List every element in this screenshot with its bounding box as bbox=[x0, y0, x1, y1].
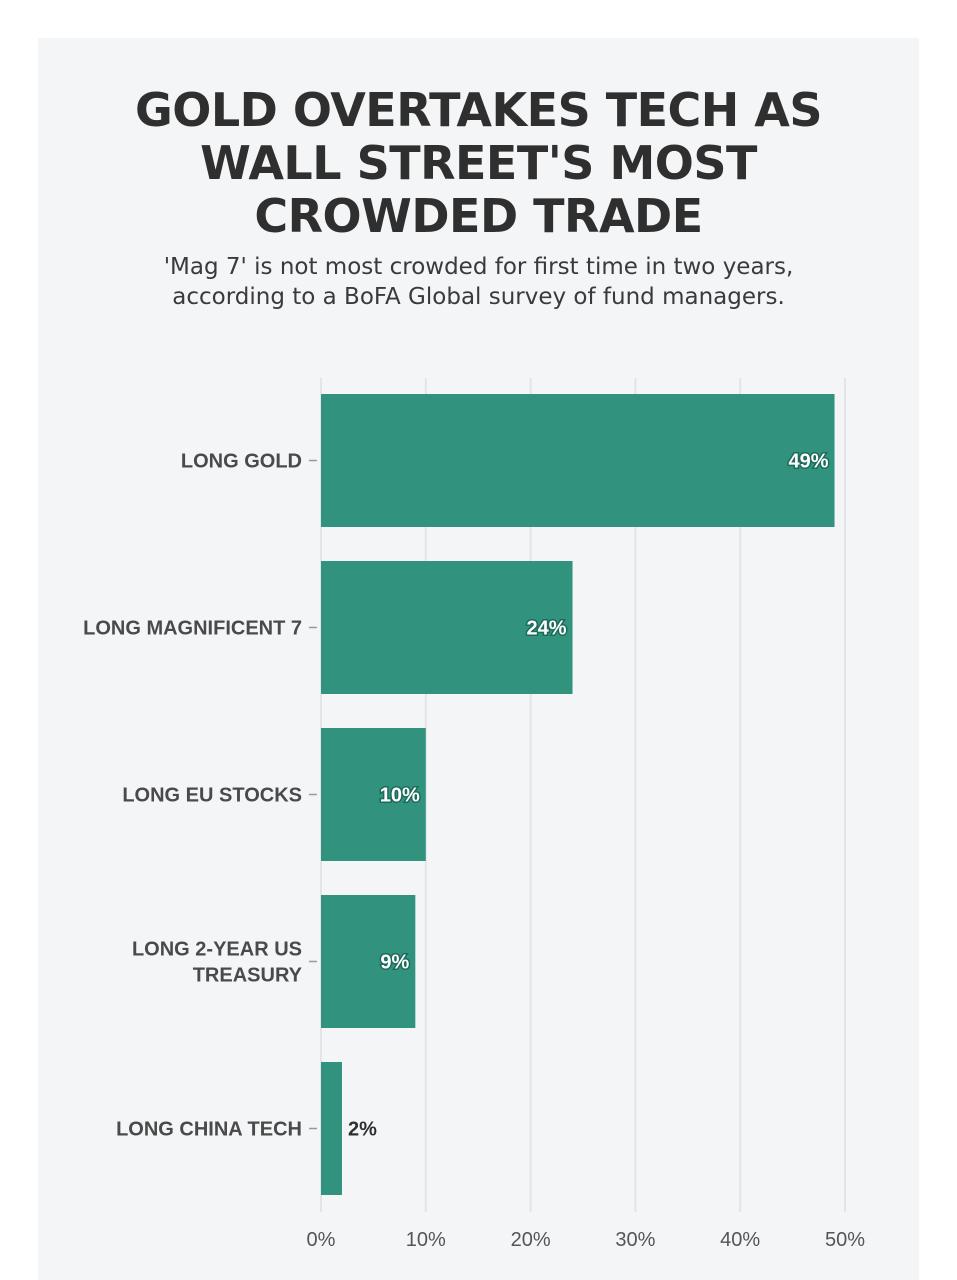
category-label: LONG EU STOCKS bbox=[122, 785, 302, 807]
bar bbox=[321, 1062, 342, 1195]
category-label: LONG MAGNIFICENT 7 bbox=[83, 618, 302, 640]
x-tick-label: 20% bbox=[511, 1229, 551, 1251]
category-label: LONG CHINA TECH bbox=[116, 1119, 302, 1141]
category-label: LONG GOLD bbox=[181, 451, 302, 473]
x-tick-label: 50% bbox=[825, 1229, 865, 1251]
value-label: 24% bbox=[526, 618, 566, 640]
x-tick-label: 40% bbox=[720, 1229, 760, 1251]
bar bbox=[321, 895, 416, 1028]
value-label: 9% bbox=[380, 952, 409, 974]
category-labels: LONG GOLD LONG MAGNIFICENT 7 LONG EU STOCK… bbox=[83, 451, 317, 1141]
chart-title: GOLD OVERTAKES TECH AS WALL STREET'S MOS… bbox=[134, 83, 823, 243]
value-labels: 49% 24% 10% 9% 2% bbox=[348, 449, 830, 1141]
bar bbox=[321, 394, 835, 527]
bar bbox=[321, 561, 573, 694]
chart-subtitle: 'Mag 7' is not most crowded for first ti… bbox=[163, 254, 794, 310]
value-label: 10% bbox=[380, 785, 420, 807]
x-tick-label: 10% bbox=[406, 1229, 446, 1251]
x-tick-label: 0% bbox=[307, 1229, 336, 1251]
bars bbox=[321, 394, 835, 1195]
value-label: 49% bbox=[788, 451, 828, 473]
value-label: 2% bbox=[348, 1119, 377, 1141]
bar bbox=[321, 728, 426, 861]
category-label: LONG 2-YEAR US TREASURY bbox=[132, 939, 303, 987]
x-axis-ticks: 0% 10% 20% 30% 40% 50% bbox=[307, 1229, 866, 1251]
x-tick-label: 30% bbox=[615, 1229, 655, 1251]
chart-card: GOLD OVERTAKES TECH AS WALL STREET'S MOS… bbox=[38, 38, 919, 1280]
